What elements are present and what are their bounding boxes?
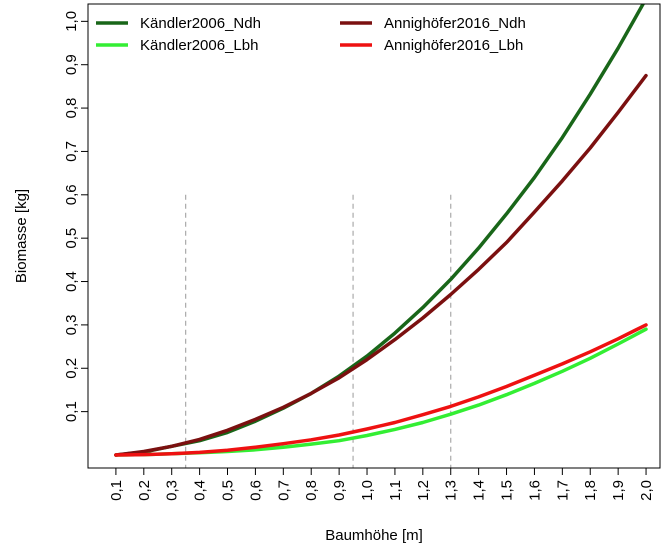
- x-tick-label: 0,6: [247, 480, 264, 501]
- y-tick-label: 0,6: [63, 184, 80, 205]
- series-line: [114, 4, 646, 457]
- y-tick-label: 0,3: [63, 314, 80, 335]
- x-tick-label: 1,5: [499, 480, 516, 501]
- x-tick-label: 0,8: [303, 480, 320, 501]
- y-axis: 0,1 0,2 0,3 0,4 0,5 0,6 0,7 0,8 0,9 1,0: [63, 11, 88, 422]
- y-tick-label: 0,4: [63, 271, 80, 292]
- y-tick-label: 0,9: [63, 54, 80, 75]
- x-tick-label: 1,7: [554, 480, 571, 501]
- series-lines: [114, 4, 648, 457]
- x-tick-label: 1,1: [387, 480, 404, 501]
- x-tick-label: 0,1: [108, 480, 125, 501]
- x-tick-label: 1,2: [415, 480, 432, 501]
- x-tick-label: 1,9: [610, 480, 627, 501]
- plot-frame: [87, 3, 661, 469]
- y-tick-label: 0,2: [63, 358, 80, 379]
- x-tick-label: 0,9: [331, 480, 348, 501]
- x-tick-label: 1,3: [443, 480, 460, 501]
- legend-label: Kändler2006_Lbh: [140, 37, 258, 54]
- y-tick-label: 0,7: [63, 141, 80, 162]
- y-tick-label: 0,8: [63, 98, 80, 119]
- legend-label: Annighöfer2016_Ndh: [384, 15, 526, 32]
- x-tick-label: 2,0: [638, 480, 655, 501]
- y-tick-label: 1,0: [63, 11, 80, 32]
- x-tick-label: 1,8: [582, 480, 599, 501]
- legend-label: Kändler2006_Ndh: [140, 15, 261, 32]
- y-axis-label: Biomasse [kg]: [13, 189, 30, 283]
- y-tick-label: 0,5: [63, 228, 80, 249]
- x-tick-label: 0,7: [275, 480, 292, 501]
- y-tick-label: 0,1: [63, 401, 80, 422]
- legend-label: Annighöfer2016_Lbh: [384, 37, 523, 54]
- x-tick-label: 0,4: [192, 480, 209, 501]
- x-tick-label: 0,2: [136, 480, 153, 501]
- x-tick-label: 1,4: [471, 480, 488, 501]
- x-tick-label: 1,0: [359, 480, 376, 501]
- x-tick-label: 1,6: [526, 480, 543, 501]
- reference-lines: [185, 194, 452, 468]
- x-axis: 0,1 0,2 0,3 0,4 0,5 0,6 0,7 0,8 0,9 1,0 1,1 1,2 1,3 1…: [108, 468, 655, 501]
- x-tick-label: 0,3: [164, 480, 181, 501]
- legend: Kändler2006_Ndh Kändler2006_Lbh Annighöfer…: [96, 15, 526, 54]
- series-line: [114, 73, 648, 457]
- series-line: [114, 323, 648, 457]
- x-axis-label: Baumhöhe [m]: [325, 527, 423, 544]
- x-tick-label: 0,5: [220, 480, 237, 501]
